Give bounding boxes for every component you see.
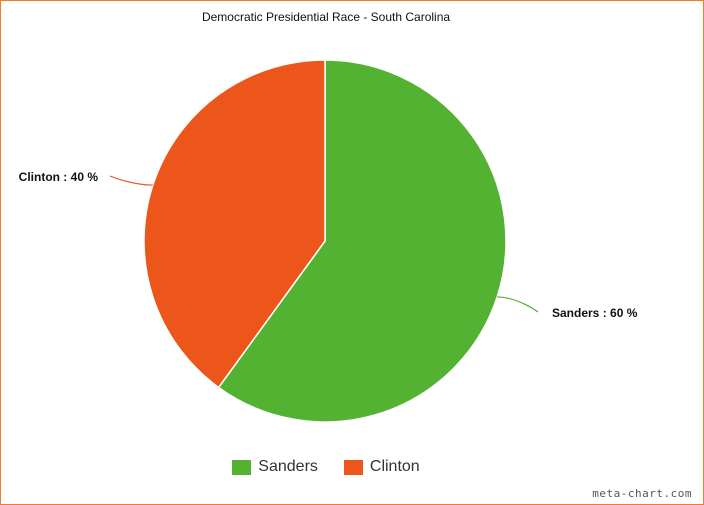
pie-slice-clinton[interactable] <box>143 59 326 389</box>
legend-swatch-sanders <box>232 459 252 475</box>
chart-legend: Sanders Clinton <box>0 458 652 476</box>
pie-slice-sanders[interactable] <box>217 59 507 423</box>
legend-swatch-clinton <box>343 459 363 475</box>
credit-text[interactable]: meta-chart.com <box>592 487 692 500</box>
data-label-clinton: Clinton : 40 % <box>19 170 99 184</box>
chart-title: Democratic Presidential Race - South Car… <box>201 10 451 24</box>
legend-label-sanders: Sanders <box>258 458 318 475</box>
legend-label-clinton: Clinton <box>369 458 420 475</box>
legend-item-sanders[interactable]: Sanders <box>232 458 318 476</box>
legend-item-clinton[interactable]: Clinton <box>343 458 420 476</box>
data-label-sanders: Sanders : 60 % <box>552 306 638 320</box>
leader-line-sanders <box>497 296 539 313</box>
leader-line-clinton <box>109 175 153 186</box>
